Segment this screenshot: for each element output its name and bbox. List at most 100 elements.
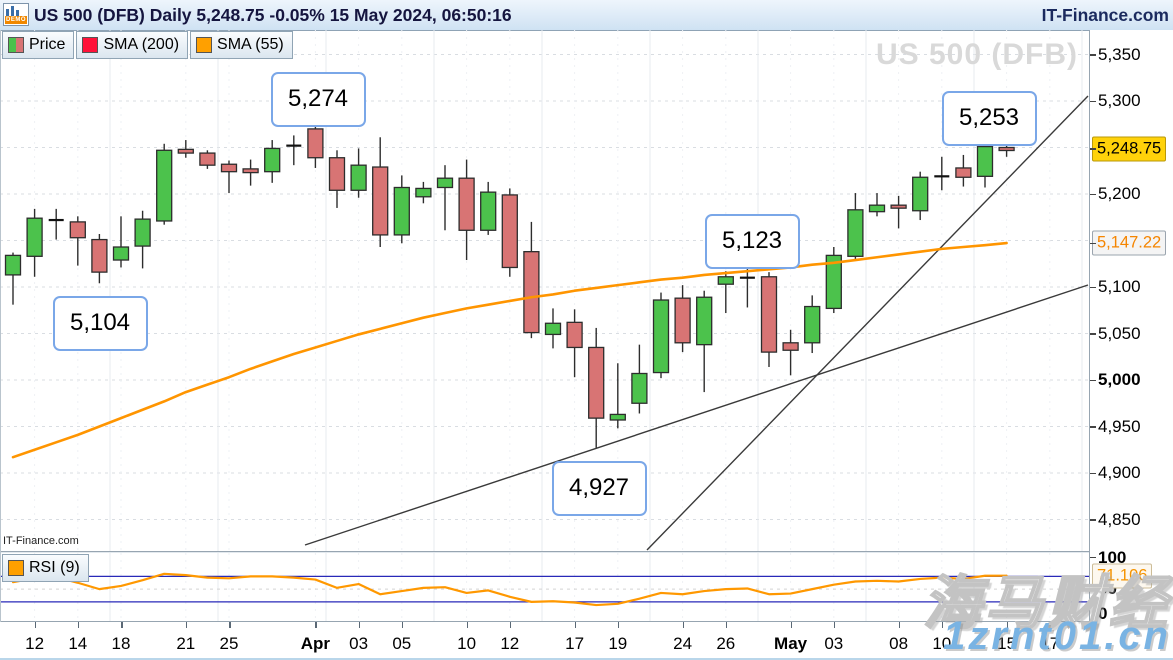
bearish-candle[interactable] bbox=[588, 346, 605, 419]
axis-tick bbox=[1090, 379, 1096, 381]
time-axis-tick bbox=[790, 622, 793, 628]
url-watermark: 1zrnt01.cn bbox=[943, 614, 1171, 658]
bullish-candle[interactable] bbox=[4, 254, 22, 276]
price-axis-label: 5,300 bbox=[1098, 91, 1141, 110]
legend-rsi[interactable]: RSI (9) bbox=[2, 554, 89, 582]
trendline[interactable] bbox=[304, 284, 1089, 546]
bearish-candle[interactable] bbox=[242, 168, 259, 174]
bearish-candle[interactable] bbox=[307, 128, 324, 159]
time-axis-label: 08 bbox=[889, 634, 909, 653]
time-axis-label: 17 bbox=[1040, 634, 1060, 653]
time-axis-tick bbox=[833, 622, 836, 628]
bearish-candle[interactable] bbox=[760, 276, 778, 353]
bearish-candle[interactable] bbox=[177, 148, 194, 154]
bullish-candle[interactable] bbox=[912, 176, 929, 212]
bullish-candle[interactable] bbox=[868, 204, 886, 213]
bullish-candle[interactable] bbox=[26, 217, 43, 257]
bearish-candle[interactable] bbox=[458, 177, 475, 231]
bullish-candle[interactable] bbox=[264, 147, 281, 173]
bearish-candle[interactable] bbox=[372, 166, 389, 236]
price-chart-surface[interactable] bbox=[0, 30, 1089, 551]
price-callout-label[interactable]: 5,253 bbox=[941, 90, 1037, 146]
time-axis-label: 17 bbox=[565, 634, 585, 653]
time-axis-tick bbox=[725, 622, 728, 628]
axis-tick bbox=[1090, 472, 1096, 474]
bearish-candle[interactable] bbox=[523, 251, 540, 334]
axis-tick bbox=[1090, 54, 1096, 56]
demo-account-icon[interactable]: DEMO bbox=[3, 3, 29, 26]
bearish-candle[interactable] bbox=[566, 321, 583, 349]
bearish-candle[interactable] bbox=[955, 167, 972, 178]
bearish-candle[interactable] bbox=[782, 342, 799, 351]
bearish-candle[interactable] bbox=[91, 238, 108, 273]
rsi-legend-label: RSI (9) bbox=[29, 559, 80, 576]
bearish-candle[interactable] bbox=[501, 194, 518, 269]
time-axis-label: 26 bbox=[716, 634, 736, 653]
price-callout-label[interactable]: 5,123 bbox=[704, 213, 800, 269]
price-axis-label: 5,200 bbox=[1098, 184, 1141, 203]
time-axis-label: 12 bbox=[500, 634, 520, 653]
legend-label: Price bbox=[29, 36, 66, 53]
bullish-candle[interactable] bbox=[480, 191, 497, 231]
bullish-candle[interactable] bbox=[112, 246, 130, 261]
price-axis-label: 5,050 bbox=[1098, 323, 1141, 343]
time-axis-tick bbox=[185, 622, 188, 628]
price-axis-label: 5,000 bbox=[1098, 370, 1141, 389]
time-axis-label: 03 bbox=[349, 634, 369, 653]
time-axis-tick bbox=[121, 622, 123, 628]
price-legend-row: Price SMA (200) SMA (55) bbox=[2, 31, 293, 59]
rsi-line[interactable] bbox=[11, 572, 1008, 607]
bullish-candle[interactable] bbox=[544, 322, 562, 336]
bullish-candle[interactable] bbox=[825, 254, 842, 310]
legend-sma55[interactable]: SMA (55) bbox=[190, 31, 293, 59]
price-callout-label[interactable]: 4,927 bbox=[551, 460, 647, 516]
chinese-watermark: 海马财经 bbox=[922, 570, 1171, 637]
bearish-candle[interactable] bbox=[998, 146, 1015, 152]
bullish-candle[interactable] bbox=[609, 413, 626, 421]
bullish-candle[interactable] bbox=[350, 164, 367, 191]
legend-sma200[interactable]: SMA (200) bbox=[76, 31, 189, 59]
left-border bbox=[0, 30, 1, 622]
bullish-candle[interactable] bbox=[976, 145, 994, 177]
axis-tick bbox=[1090, 333, 1096, 335]
bullish-candle[interactable] bbox=[847, 209, 864, 257]
axis-tick bbox=[1090, 148, 1096, 150]
bullish-candle[interactable] bbox=[652, 299, 670, 374]
price-callout-label[interactable]: 5,274 bbox=[270, 71, 366, 127]
price-axis-label: 4,950 bbox=[1098, 416, 1141, 436]
price-axis-label: 5,100 bbox=[1098, 277, 1141, 296]
rsi-legend-row: RSI (9) bbox=[2, 554, 89, 582]
price-callout-label[interactable]: 5,104 bbox=[52, 295, 148, 351]
bullish-candle[interactable] bbox=[156, 149, 173, 222]
sma55-line[interactable] bbox=[11, 241, 1008, 459]
time-axis-tick bbox=[358, 622, 361, 628]
time-axis-tick bbox=[1006, 622, 1009, 628]
time-axis[interactable]: 12 14 18 21 25 Apr 03 05 10 12 17 19 24 26 May 03 08 10 15… bbox=[0, 622, 1089, 658]
bearish-candle[interactable] bbox=[199, 152, 216, 166]
trendline[interactable] bbox=[646, 95, 1089, 551]
corner-brand-text: IT-Finance.com bbox=[3, 535, 79, 547]
bullish-candle[interactable] bbox=[631, 372, 648, 404]
time-axis-label: 10 bbox=[932, 634, 952, 653]
rsi-swatch-icon bbox=[8, 560, 24, 576]
bullish-candle[interactable] bbox=[804, 305, 821, 344]
bullish-candle[interactable] bbox=[436, 177, 454, 189]
last-price-tag: 5,248.75 bbox=[1092, 136, 1167, 162]
bullish-candle[interactable] bbox=[717, 276, 734, 285]
bullish-candle[interactable] bbox=[134, 218, 151, 247]
bearish-candle[interactable] bbox=[890, 204, 907, 209]
axis-separator bbox=[1089, 30, 1090, 622]
bearish-candle[interactable] bbox=[220, 163, 238, 173]
bearish-candle[interactable] bbox=[674, 297, 691, 344]
bearish-candle[interactable] bbox=[328, 157, 346, 191]
right-price-axis[interactable]: 5,350 5,300 5,200 5,100 5,050 5,000 4,950 4,900… bbox=[1090, 30, 1173, 658]
brand-link[interactable]: IT-Finance.com bbox=[1041, 5, 1169, 25]
legend-price[interactable]: Price bbox=[2, 31, 75, 59]
bullish-candle[interactable] bbox=[415, 187, 432, 198]
bullish-candle[interactable] bbox=[696, 296, 713, 346]
time-axis-tick bbox=[1049, 622, 1052, 628]
bearish-candle[interactable] bbox=[69, 221, 86, 239]
rsi-chart-surface[interactable] bbox=[0, 553, 1089, 621]
bullish-candle[interactable] bbox=[393, 186, 410, 236]
axis-tick bbox=[1090, 193, 1096, 195]
